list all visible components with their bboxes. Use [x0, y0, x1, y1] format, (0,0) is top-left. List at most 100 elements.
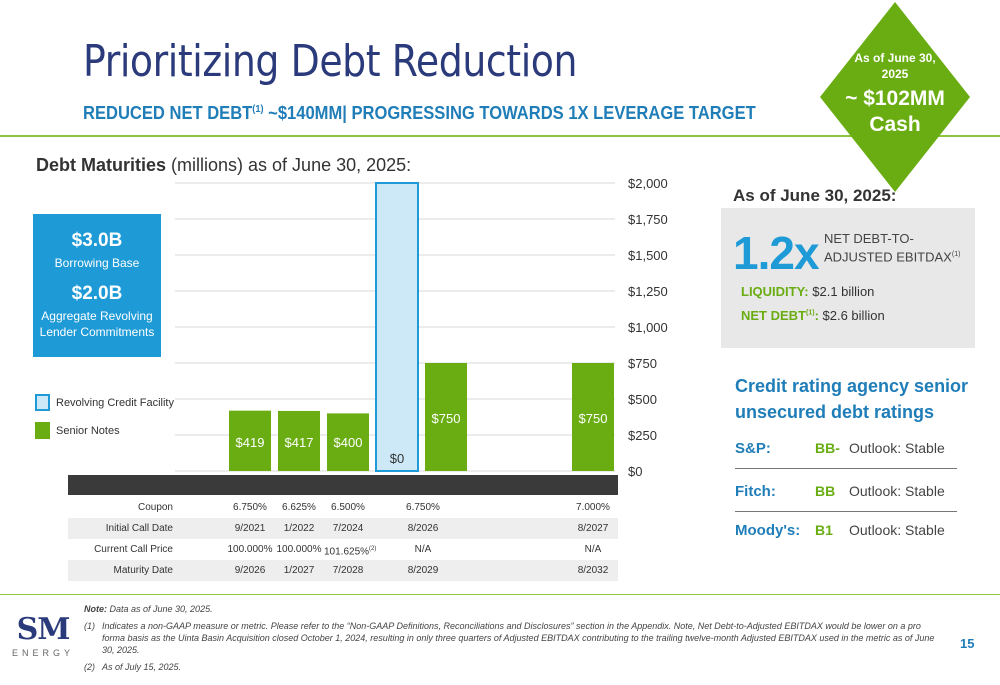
maturity-table: Coupon 6.750% 6.625% 6.500% 6.750% 7.000% Init… — [68, 497, 618, 581]
rating-divider — [735, 511, 957, 512]
table-row-label: Current Call Price — [94, 544, 173, 555]
y-tick-label: $250 — [628, 428, 657, 443]
table-row-label: Coupon — [137, 502, 173, 513]
legend-label-revolving: Revolving Credit Facility — [56, 396, 174, 409]
table-row: Maturity Date 9/2026 1/2027 7/2028 8/2029 8/2… — [68, 560, 618, 581]
bar-senior-2026 — [229, 410, 271, 471]
table-cell: 1/2022 — [283, 523, 315, 534]
debt-maturities-title: Debt Maturities (millions) as of June 30… — [36, 155, 412, 175]
table-cell: 100.000% — [227, 544, 273, 555]
table-row: Initial Call Date 9/2021 1/2022 7/2024 8/202… — [68, 518, 618, 539]
table-cell: 7/2024 — [332, 523, 364, 534]
table-cell: 1/2027 — [283, 565, 315, 576]
lender-commitments-label-a: Aggregate Revolving — [41, 309, 153, 323]
leverage-heading: As of June 30, 2025: — [733, 186, 897, 205]
bar-label-senior-2029: $750 — [432, 411, 461, 426]
table-cell — [473, 539, 521, 560]
borrowing-base-box: $3.0B Borrowing Base $2.0B Aggregate Rev… — [33, 214, 161, 357]
footnotes: Note: Data as of June 30, 2025. (1) Indic… — [84, 603, 944, 673]
table-header-band — [68, 475, 618, 495]
lender-commitments-label-b: Lender Commitments — [39, 325, 155, 339]
table-row: Coupon 6.750% 6.625% 6.500% 6.750% 7.000% — [68, 497, 618, 518]
bar-label-revolving-2029: $0 — [390, 451, 404, 466]
table-cell — [521, 560, 569, 581]
header-divider — [0, 135, 1000, 137]
rating-row-fitch: Fitch: BB Outlook: Stable — [735, 483, 945, 500]
net-debt-line: NET DEBT(1): $2.6 billion — [741, 308, 885, 323]
table-cell — [521, 539, 569, 560]
table-cell: 9/2021 — [234, 523, 266, 534]
legend-label-senior: Senior Notes — [56, 424, 120, 437]
table-cell: 6.750% — [233, 502, 267, 513]
legend-swatch-senior — [35, 422, 50, 439]
rating-divider — [735, 468, 957, 469]
cash-callout-label: Cash — [869, 113, 921, 136]
y-tick-label: $1,000 — [628, 320, 668, 335]
table-cell: 8/2029 — [407, 565, 439, 576]
table-cell: 9/2026 — [234, 565, 266, 576]
table-cell: N/A — [584, 544, 602, 555]
bar-revolving-2029 — [375, 182, 419, 472]
table-cell: 7/2028 — [332, 565, 364, 576]
legend-swatch-revolving — [35, 394, 50, 411]
bar-label-senior-2027: $417 — [285, 435, 314, 450]
footer-divider — [0, 594, 1000, 595]
table-cell — [176, 518, 224, 539]
table-cell: 6.500% — [331, 502, 365, 513]
table-cell — [176, 560, 224, 581]
borrowing-base-label: Borrowing Base — [54, 256, 140, 270]
table-cell — [176, 497, 224, 518]
liquidity-line: LIQUIDITY: $2.1 billion — [741, 284, 875, 299]
bar-senior-2029 — [425, 363, 467, 471]
cash-callout-date-line2: 2025 — [881, 67, 909, 81]
leverage-label: NET DEBT-TO- ADJUSTED EBITDAX(1) — [824, 231, 961, 265]
rating-row-sp: S&P: BB- Outlook: Stable — [735, 440, 945, 457]
sm-energy-logo: SM ENERGY — [12, 612, 75, 659]
table-cell: 8/2026 — [407, 523, 439, 534]
table-cell: N/A — [414, 544, 432, 555]
y-tick-label: $1,750 — [628, 212, 668, 227]
footnote-2: (2) As of July 15, 2025. — [84, 662, 182, 672]
borrowing-base-value: $3.0B — [71, 230, 123, 251]
table-cell — [521, 497, 569, 518]
bar-senior-2032 — [572, 363, 614, 471]
note-line: Note: Data as of June 30, 2025. — [84, 604, 213, 614]
table-cell — [473, 518, 521, 539]
table-cell: 6.750% — [406, 502, 440, 513]
page-title: Prioritizing Debt Reduction — [83, 36, 578, 87]
leverage-value: 1.2x — [733, 227, 820, 279]
page-number: 15 — [960, 636, 975, 651]
page-subtitle: REDUCED NET DEBT(1) ~$140MM| PROGRESSING… — [83, 103, 756, 123]
table-cell: 6.625% — [282, 502, 316, 513]
debt-maturities-chart: $0 $250 $500 $750 $1,000 $1,250 $1,500 $1,750 $2… — [175, 176, 668, 479]
bar-senior-2027 — [278, 410, 320, 471]
table-cell: 8/2032 — [577, 565, 609, 576]
legend-revolving: Revolving Credit Facility — [35, 394, 174, 411]
table-cell — [473, 560, 521, 581]
table-cell — [473, 497, 521, 518]
lender-commitments-value: $2.0B — [71, 283, 123, 304]
table-cell: 7.000% — [576, 502, 610, 513]
y-tick-label: $2,000 — [628, 176, 668, 191]
table-row-label: Initial Call Date — [105, 523, 173, 534]
table-cell — [521, 518, 569, 539]
bar-label-senior-2028: $400 — [334, 435, 363, 450]
y-tick-label: $1,500 — [628, 248, 668, 263]
cash-callout-date-line1: As of June 30, — [854, 51, 936, 65]
table-cell — [176, 539, 224, 560]
footnote-1: (1) Indicates a non-GAAP measure or metri… — [84, 621, 935, 655]
table-cell: 101.625%(2) — [324, 546, 377, 558]
bar-label-senior-2032: $750 — [579, 411, 608, 426]
leverage-box: 1.2x NET DEBT-TO- ADJUSTED EBITDAX(1) LI… — [721, 208, 975, 348]
table-cell: 8/2027 — [577, 523, 609, 534]
table-row-label: Maturity Date — [113, 565, 173, 576]
y-tick-label: $0 — [628, 464, 642, 479]
y-tick-label: $750 — [628, 356, 657, 371]
cash-callout-value: ~ $102MM — [845, 87, 945, 110]
bar-senior-2028 — [327, 413, 369, 471]
bar-label-senior-2026: $419 — [236, 435, 265, 450]
table-row: Current Call Price 100.000% 100.000% 101.62… — [68, 539, 618, 560]
table-cell: 100.000% — [276, 544, 322, 555]
credit-ratings-title: Credit rating agency senior unsecured de… — [735, 376, 969, 422]
legend-senior: Senior Notes — [35, 422, 120, 439]
